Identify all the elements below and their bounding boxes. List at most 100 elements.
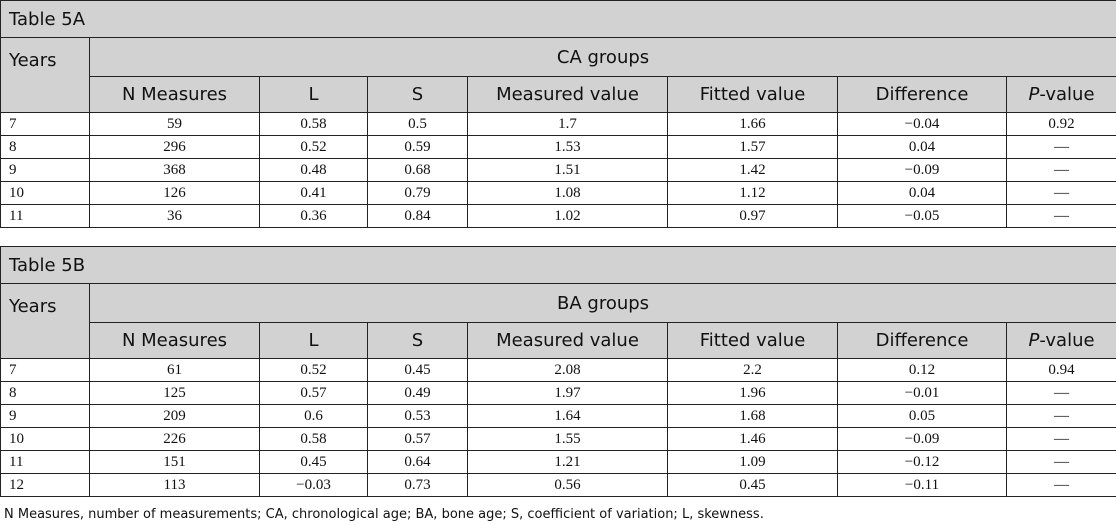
table-cell: 0.41 [259,181,368,205]
table-cell: 0.97 [667,204,838,228]
table-cell: 0.45 [259,450,368,474]
table-cell: 0.6 [259,404,368,428]
table-cell: −0.11 [837,473,1007,497]
table-cell: 0.59 [367,135,468,159]
table-cell: 36 [89,204,260,228]
table-cell: 1.55 [467,427,668,451]
col-header-fitted-value: Fitted value [667,76,838,113]
col-header-n-measures: N Measures [89,322,260,359]
table-cell: 0.57 [259,381,368,405]
table-cell: −0.04 [837,112,1007,136]
table-row: 8 125 0.57 0.49 1.97 1.96 −0.01— [0,381,1116,405]
table-cell: 0.64 [367,450,468,474]
table-cell: 296 [89,135,260,159]
table-cell: — [1005,473,1116,497]
table-cell: — [1005,158,1116,182]
table-cell: 1.57 [667,135,838,159]
table-cell: 0.52 [259,358,368,382]
row-years-cell: 8 [0,135,90,159]
table-cell: 0.58 [259,112,368,136]
col-header-fitted-value: Fitted value [667,322,838,359]
table-cell: 1.21 [467,450,668,474]
table-5b: Table 5B Years BA groups N Measures L S … [0,246,1116,497]
table-cell: 0.79 [367,181,468,205]
group-header: BA groups [88,283,1116,323]
row-years-cell: 10 [0,427,90,451]
footnote: N Measures, number of measurements; CA, … [4,507,764,522]
table-cell: 61 [89,358,260,382]
table-cell: 1.64 [467,404,668,428]
table-5a: Table 5A Years CA groups N Measures L S … [0,0,1116,228]
table-cell: 151 [89,450,260,474]
table-cell: 126 [89,181,260,205]
table-cell: — [1005,427,1116,451]
table-cell: 1.66 [667,112,838,136]
table-row: 9 209 0.6 0.53 1.64 1.68 0.05— [0,404,1116,428]
col-header-measured-value: Measured value [467,322,668,359]
table-cell: 1.51 [467,158,668,182]
table-row: 8 296 0.52 0.59 1.53 1.57 0.04— [0,135,1116,159]
table-cell: — [1005,450,1116,474]
table-cell: 0.68 [367,158,468,182]
table-cell: 0.58 [259,427,368,451]
table-cell: 1.02 [467,204,668,228]
table-cell: — [1005,381,1116,405]
table-cell: 0.94 [1005,358,1116,382]
col-header-l: L [259,76,368,113]
table-cell: — [1005,204,1116,228]
table-cell: 2.2 [667,358,838,382]
table-cell: −0.09 [837,427,1007,451]
table-cell: 209 [89,404,260,428]
col-header-l: L [259,322,368,359]
years-header: Years [0,37,90,113]
col-header-p-value: P-value [1005,76,1116,113]
table-cell: 1.42 [667,158,838,182]
table-cell: 0.73 [367,473,468,497]
table-title: Table 5A [0,0,1116,38]
table-cell: 0.05 [837,404,1007,428]
table-cell: 2.08 [467,358,668,382]
table-cell: 0.45 [667,473,838,497]
col-header-s: S [367,76,468,113]
table-row: 11 151 0.45 0.64 1.21 1.09 −0.12— [0,450,1116,474]
table-cell: 0.5 [367,112,468,136]
row-years-cell: 7 [0,358,90,382]
row-years-cell: 9 [0,158,90,182]
table-cell: 1.7 [467,112,668,136]
table-cell: 0.53 [367,404,468,428]
table-cell: 59 [89,112,260,136]
table-cell: 1.09 [667,450,838,474]
row-years-cell: 8 [0,381,90,405]
table-cell: — [1005,404,1116,428]
table-cell: 226 [89,427,260,451]
table-cell: 1.96 [667,381,838,405]
table-cell: 368 [89,158,260,182]
table-cell: 0.84 [367,204,468,228]
table-cell: 0.52 [259,135,368,159]
row-years-cell: 10 [0,181,90,205]
table-cell: 0.92 [1005,112,1116,136]
years-header: Years [0,283,90,359]
col-header-n-measures: N Measures [89,76,260,113]
group-header: CA groups [88,37,1116,77]
col-header-p-value: P-value [1005,322,1116,359]
table-cell: 1.53 [467,135,668,159]
table-cell: −0.09 [837,158,1007,182]
table-cell: −0.03 [259,473,368,497]
table-cell: 0.48 [259,158,368,182]
row-years-cell: 7 [0,112,90,136]
table-cell: 0.57 [367,427,468,451]
table-body: 7 59 0.58 0.5 1.7 1.66 −0.04 0.92 8 296 0.52 0.59 1.… [0,112,1116,228]
table-title: Table 5B [0,246,1116,284]
table-cell: 125 [89,381,260,405]
table-cell: 0.49 [367,381,468,405]
table-body: 7 61 0.52 0.45 2.08 2.2 0.12 0.94 8 125 0.57 0.49 1.… [0,358,1116,497]
table-row: 7 61 0.52 0.45 2.08 2.2 0.12 0.94 [0,358,1116,382]
table-cell: 1.08 [467,181,668,205]
table-cell: 0.56 [467,473,668,497]
table-cell: −0.01 [837,381,1007,405]
table-row: 11 36 0.36 0.84 1.02 0.97 −0.05— [0,204,1116,228]
table-cell: 1.46 [667,427,838,451]
row-years-cell: 11 [0,450,90,474]
table-cell: −0.05 [837,204,1007,228]
